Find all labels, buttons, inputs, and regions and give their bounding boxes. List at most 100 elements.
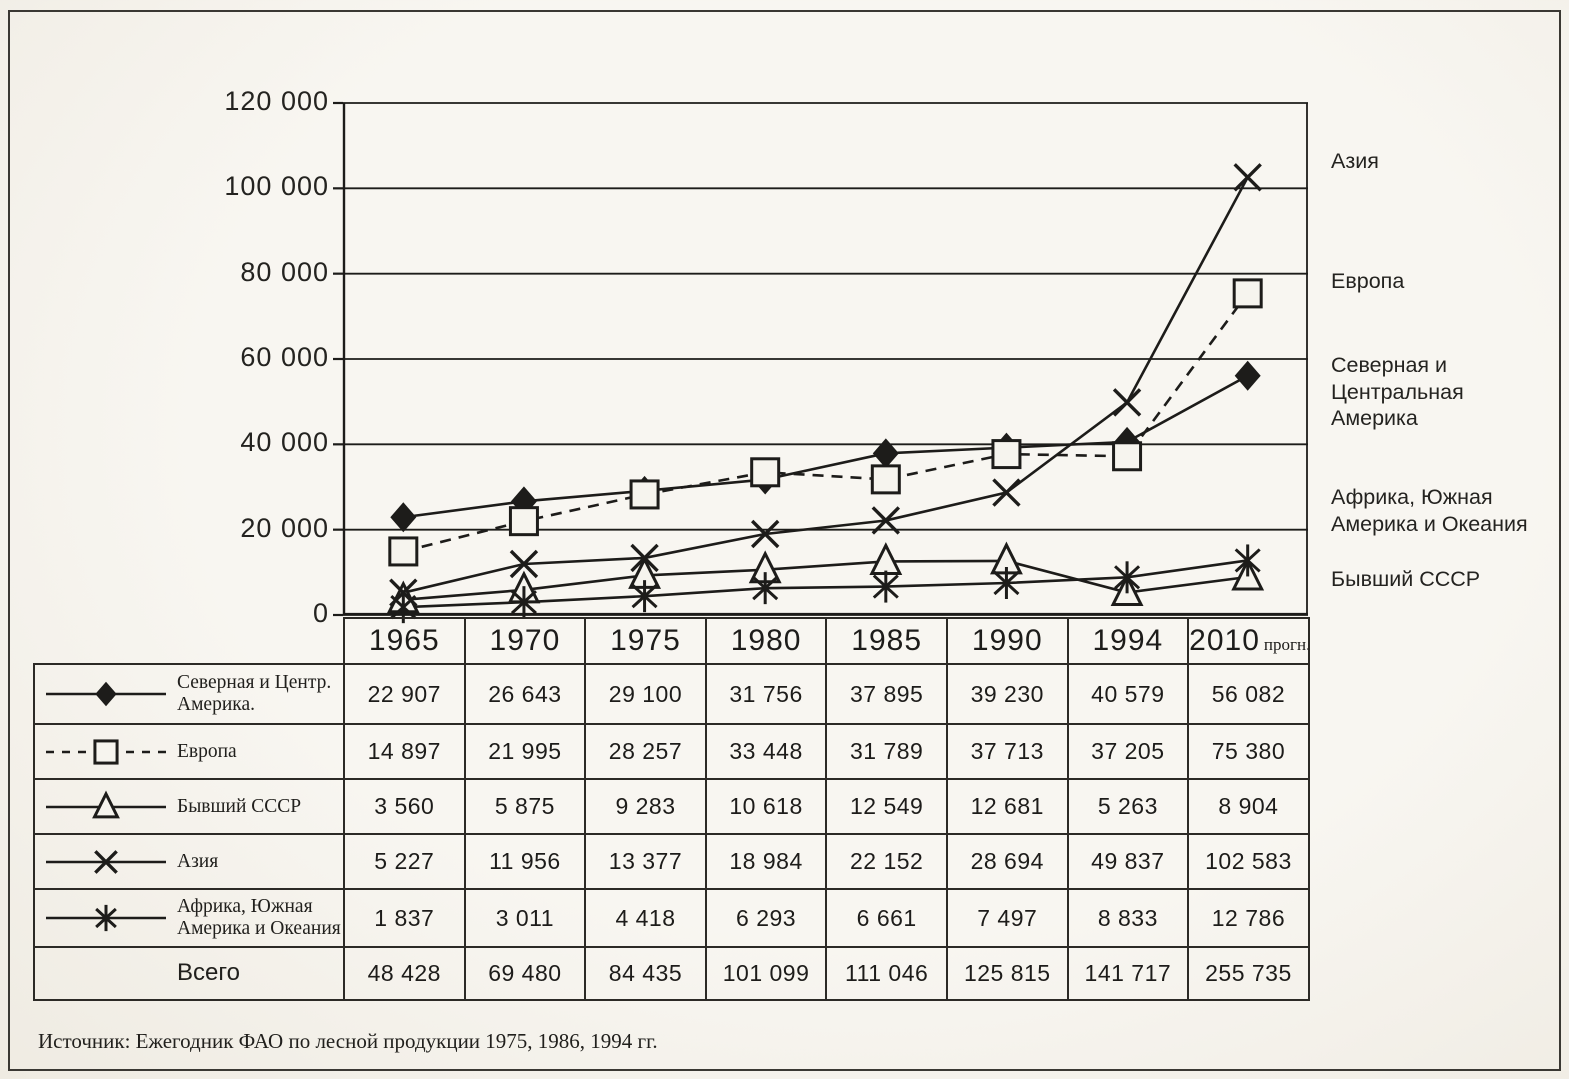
chart-data-table: 1965 1970 1975 1980 1985 1990 1994 2010 прогн. Се… [33, 617, 1310, 1001]
series-label-africa-south-america-oceania: Африка, Южная Америка и Океания [1331, 485, 1528, 536]
value-cell: 31 756 [704, 663, 828, 725]
value-cell: 37 895 [825, 663, 948, 725]
year-header-cell: 2010 прогн. [1187, 617, 1310, 665]
legend-icon-former-ussr [36, 788, 177, 826]
value-cell: 255 735 [1187, 946, 1310, 1001]
y-axis-tick-label: 40 000 [240, 427, 329, 458]
value-cell: 102 583 [1187, 833, 1310, 890]
value-cell: 40 579 [1066, 663, 1190, 725]
value-cell: 28 694 [945, 833, 1069, 890]
value-cell: 7 497 [945, 888, 1069, 948]
year-header-cell: 1985 [825, 617, 948, 665]
marker-north-central-america [872, 438, 899, 469]
value-cell: 18 984 [704, 833, 828, 890]
legend-cell: Бывший СССР [33, 778, 345, 835]
marker-asia [509, 549, 539, 579]
marker-africa-south-america-oceania [872, 570, 899, 603]
marker-europe [750, 457, 781, 488]
value-cell: 9 283 [584, 778, 707, 835]
value-cell: 6 293 [704, 888, 828, 948]
legend-cell: Северная и Центр. Америка. [33, 663, 345, 725]
year-header-cell: 1965 [343, 617, 466, 665]
legend-marker-europe-icon [46, 738, 166, 765]
marker-asia [871, 506, 901, 535]
marker-europe [629, 479, 660, 510]
value-cell: 28 257 [584, 723, 707, 780]
value-cell: 111 046 [825, 946, 948, 1001]
value-cell: 10 618 [704, 778, 828, 835]
marker-europe [1232, 278, 1263, 309]
marker-asia [1112, 388, 1142, 417]
value-cell: 21 995 [463, 723, 587, 780]
value-cell: 12 786 [1187, 888, 1310, 948]
series-line-former-ussr [403, 559, 1248, 602]
value-cell: 5 263 [1066, 778, 1190, 835]
marker-europe [388, 536, 419, 567]
legend-icon-europe [36, 733, 177, 771]
value-cell: 6 661 [825, 888, 948, 948]
value-cell: 84 435 [584, 946, 707, 1001]
year-header-cell: 1980 [704, 617, 828, 665]
year-header-cell: 1970 [463, 617, 587, 665]
legend-label: Бывший СССР [177, 795, 302, 817]
y-axis-tick-label: 60 000 [240, 342, 329, 372]
value-cell: 22 152 [825, 833, 948, 890]
year-header-cell: 1975 [584, 617, 707, 665]
legend-marker-africa-south-america-oceania [95, 904, 117, 932]
table-row-total: Всего 48 428 69 480 84 435 101 099 111 046 125… [33, 946, 1310, 1001]
legend-label: Европа [177, 740, 237, 762]
marker-europe [870, 464, 901, 495]
legend-cell: Азия [33, 833, 345, 890]
marker-africa-south-america-oceania [1114, 561, 1141, 594]
marker-africa-south-america-oceania [631, 580, 658, 613]
y-axis-tick-label: 100 000 [224, 171, 329, 202]
value-cell: 37 713 [945, 723, 1069, 780]
legend-marker-former-ussr [92, 790, 120, 818]
marker-north-central-america [510, 486, 537, 517]
value-cell: 69 480 [463, 946, 587, 1001]
legend-marker-former-ussr-icon [46, 790, 166, 818]
series-label-former-ussr: Бывший СССР [1331, 567, 1481, 591]
marker-north-central-america [390, 502, 417, 533]
marker-asia [1233, 163, 1262, 192]
legend-label: Африка, Южная Америка и Океания [177, 896, 341, 939]
value-cell: 11 956 [463, 833, 587, 890]
marker-europe [508, 506, 539, 537]
year-header-cell: 1990 [945, 617, 1069, 665]
legend-cell: Европа [33, 723, 345, 780]
legend-label: Всего [177, 959, 240, 987]
marker-europe [1112, 441, 1143, 472]
value-cell: 12 681 [945, 778, 1069, 835]
marker-europe [991, 439, 1022, 470]
legend-icon-africa-south-america-oceania [36, 899, 177, 937]
y-axis-tick-label: 120 000 [224, 86, 329, 116]
table-row-north-central-america: Северная и Центр. Америка. 22 907 26 643 29… [33, 663, 1310, 725]
value-cell: 22 907 [343, 663, 466, 725]
value-cell: 12 549 [825, 778, 948, 835]
series-label-europe: Европа [1331, 269, 1405, 293]
line-chart-plot [333, 101, 1308, 624]
series-line-asia [403, 176, 1249, 594]
value-cell: 33 448 [704, 723, 828, 780]
table-row-asia: Азия 5 227 11 956 13 377 18 984 22 152 28 694 4… [33, 833, 1310, 890]
legend-cell: Африка, Южная Америка и Океания [33, 888, 345, 948]
value-cell: 75 380 [1187, 723, 1310, 780]
value-cell: 8 904 [1187, 778, 1310, 835]
table-row-former-ussr: Бывший СССР 3 560 5 875 9 283 10 618 12 549 12… [33, 778, 1310, 835]
legend-icon-asia [36, 843, 177, 881]
value-cell: 26 643 [463, 663, 587, 725]
value-cell: 101 099 [704, 946, 828, 1001]
value-cell: 3 560 [343, 778, 466, 835]
marker-former-ussr [869, 542, 903, 575]
table-row-africa-south-america-oceania: Африка, Южная Америка и Океания 1 837 3 01… [33, 888, 1310, 948]
series-line-north-central-america [403, 374, 1249, 519]
legend-icon-north-central-america [36, 675, 177, 713]
value-cell: 14 897 [343, 723, 466, 780]
marker-africa-south-america-oceania [752, 572, 779, 605]
y-axis-tick-label: 80 000 [240, 256, 329, 287]
table-corner-empty [34, 618, 344, 664]
y-axis-tick-label: 20 000 [240, 512, 329, 543]
legend-marker-north-central-america [95, 681, 117, 707]
value-cell: 39 230 [945, 663, 1069, 725]
series-line-africa-south-america-oceania [403, 559, 1248, 609]
